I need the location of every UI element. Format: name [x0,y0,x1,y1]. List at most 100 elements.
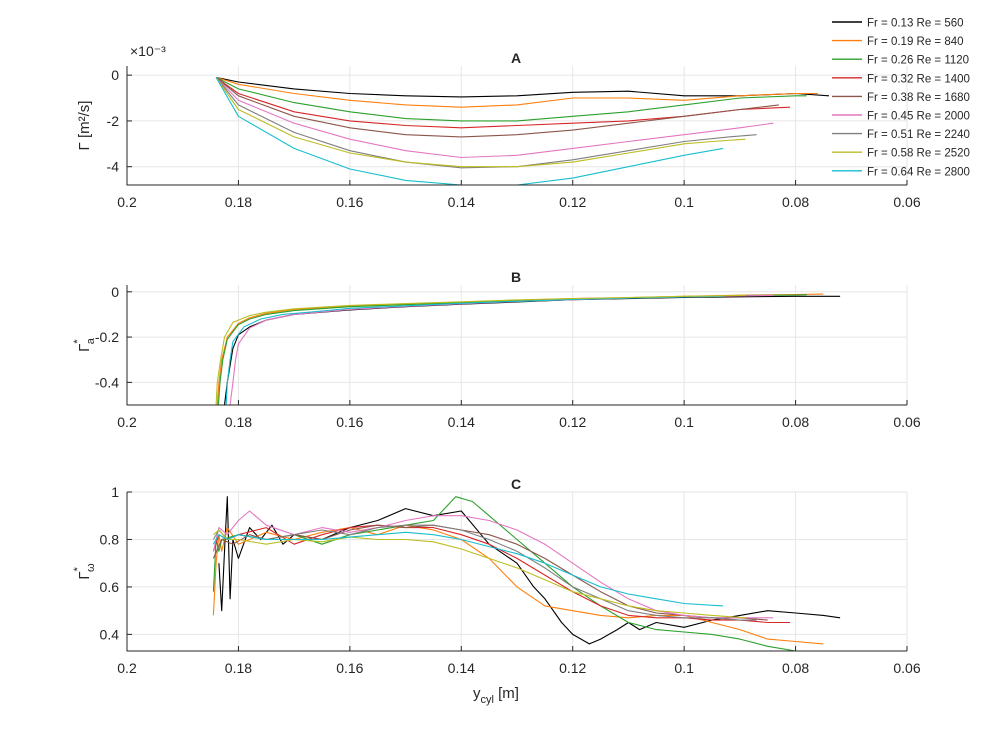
x-tick-label: 0.1 [674,660,694,676]
series-line-a-8 [215,77,724,185]
series-line-c-0 [218,496,841,645]
series-group [215,76,830,185]
x-tick-label: 0.2 [117,414,137,430]
series-line-a-4 [215,76,779,138]
series-line-a-5 [215,77,774,159]
panel-title: A [511,50,521,66]
x-tick-label: 0.08 [782,194,809,210]
x-tick-label: 0.06 [893,660,920,676]
legend-label: Fr = 0.38 Re = 1680 [867,92,970,104]
svg-text:ycyl [m]: ycyl [m] [473,685,519,706]
x-axis-label-sub: cyl [481,694,494,706]
y-tick-label: 0 [111,67,119,83]
series-line-a-6 [215,77,757,169]
x-axis-label: ycyl [m] [473,685,519,706]
x-tick-label: 0.1 [674,414,694,430]
series-line-c-1 [212,524,824,645]
legend-entry: Fr = 0.32 Re = 1400 [832,73,970,85]
exponent-label: ×10⁻³ [130,43,166,59]
x-tick-label: 0.18 [225,194,252,210]
legend-entry: Fr = 0.26 Re = 1120 [832,55,969,67]
series-line-b-4 [225,295,724,405]
series-line-b-2 [217,294,807,405]
legend-label: Fr = 0.64 Re = 2800 [867,166,970,178]
y-axis-label-unit: [m²/s] [76,101,93,143]
series-group [215,293,841,405]
x-tick-label: 0.14 [448,194,475,210]
series-line-c-7 [213,529,746,619]
x-axis-label-unit: [m] [494,685,519,702]
panel-title: B [511,269,521,285]
y-tick-label: 0.8 [100,531,120,547]
y-axis-label-main: Γ [76,142,93,150]
series-line-b-1 [216,293,824,405]
y-axis-label: Γ*a [72,337,97,352]
series-line-a-2 [215,76,807,122]
y-axis-label-sub: a [85,337,97,344]
series-line-a-0 [215,76,830,98]
y-axis-label: Γ*ω [72,563,97,580]
x-tick-label: 0.18 [225,660,252,676]
panel-c: 0.2 0.18 0.16 0.14 0.12 0.1 0.08 0.06 0.4 0.6 0.8 1… [72,476,921,676]
x-tick-label: 0.08 [782,660,809,676]
y-tick-label: 0 [111,284,119,300]
y-tick-label: 0.6 [100,579,120,595]
legend-entry: Fr = 0.64 Re = 2800 [832,166,970,178]
x-tick-label: 0.16 [336,414,363,430]
y-axis-label-sub: ω [85,563,97,572]
panel-a: 0.2 0.18 0.16 0.14 0.12 0.1 0.08 0.06 -4 -2 0 A Γ [m… [76,43,921,210]
legend-label: Fr = 0.32 Re = 1400 [867,73,970,85]
legend-entry: Fr = 0.19 Re = 840 [832,36,964,48]
x-tick-label: 0.12 [559,660,586,676]
x-tick-label: 0.06 [893,414,920,430]
legend-entry: Fr = 0.45 Re = 2000 [832,111,970,123]
legend-entry: Fr = 0.13 Re = 560 [832,18,964,30]
x-tick-label: 0.12 [559,194,586,210]
y-axis-label-main: Γ [76,571,93,579]
y-axis-label-sup: * [72,339,84,344]
legend-entry: Fr = 0.58 Re = 2520 [832,148,970,160]
x-tick-label: 0.08 [782,414,809,430]
x-tick-label: 0.2 [117,194,137,210]
y-tick-label: 1 [111,484,119,500]
y-axis-label: Γ [m²/s] [76,101,93,151]
legend-label: Fr = 0.26 Re = 1120 [867,55,969,67]
grid-lines [126,285,908,405]
x-tick-label: 0.2 [117,660,137,676]
panel-b: 0.2 0.18 0.16 0.14 0.12 0.1 0.08 0.06 -0.4 -0.2 0 B… [72,269,921,430]
legend-entry: Fr = 0.38 Re = 1680 [832,92,970,104]
series-line-c-8 [212,531,724,607]
series-line-a-1 [215,76,818,108]
legend-label: Fr = 0.58 Re = 2520 [867,148,970,160]
legend-label: Fr = 0.45 Re = 2000 [867,111,970,123]
x-tick-label: 0.18 [225,414,252,430]
legend: Fr = 0.13 Re = 560 Fr = 0.19 Re = 840 Fr =… [832,18,970,178]
panel-title: C [511,476,521,492]
y-axis-label-main: Γ [76,344,93,352]
x-tick-label: 0.1 [674,194,694,210]
series-line-c-2 [212,496,799,651]
y-tick-label: -4 [107,159,120,175]
legend-label: Fr = 0.19 Re = 840 [867,36,964,48]
x-tick-label: 0.06 [893,194,920,210]
y-tick-label: 0.4 [100,626,120,642]
legend-entry: Fr = 0.51 Re = 2240 [832,129,970,141]
series-line-c-5 [212,510,774,619]
series-group [212,496,841,651]
panels-layer: 0.2 0.18 0.16 0.14 0.12 0.1 0.08 0.06 -4 -2 0 A Γ [m… [72,43,921,676]
x-axis-label-main: y [473,685,481,702]
x-tick-label: 0.16 [336,660,363,676]
x-tick-label: 0.16 [336,194,363,210]
y-tick-label: -2 [107,113,120,129]
y-axis-label-sup: * [72,566,84,571]
x-tick-label: 0.14 [448,414,475,430]
legend-label: Fr = 0.13 Re = 560 [867,18,964,30]
series-line-b-5 [215,294,746,405]
y-tick-label: -0.4 [95,374,119,390]
y-tick-label: -0.2 [95,329,119,345]
x-tick-label: 0.14 [448,660,475,676]
x-tick-label: 0.12 [559,414,586,430]
series-line-a-7 [215,77,746,168]
legend-label: Fr = 0.51 Re = 2240 [867,129,970,141]
